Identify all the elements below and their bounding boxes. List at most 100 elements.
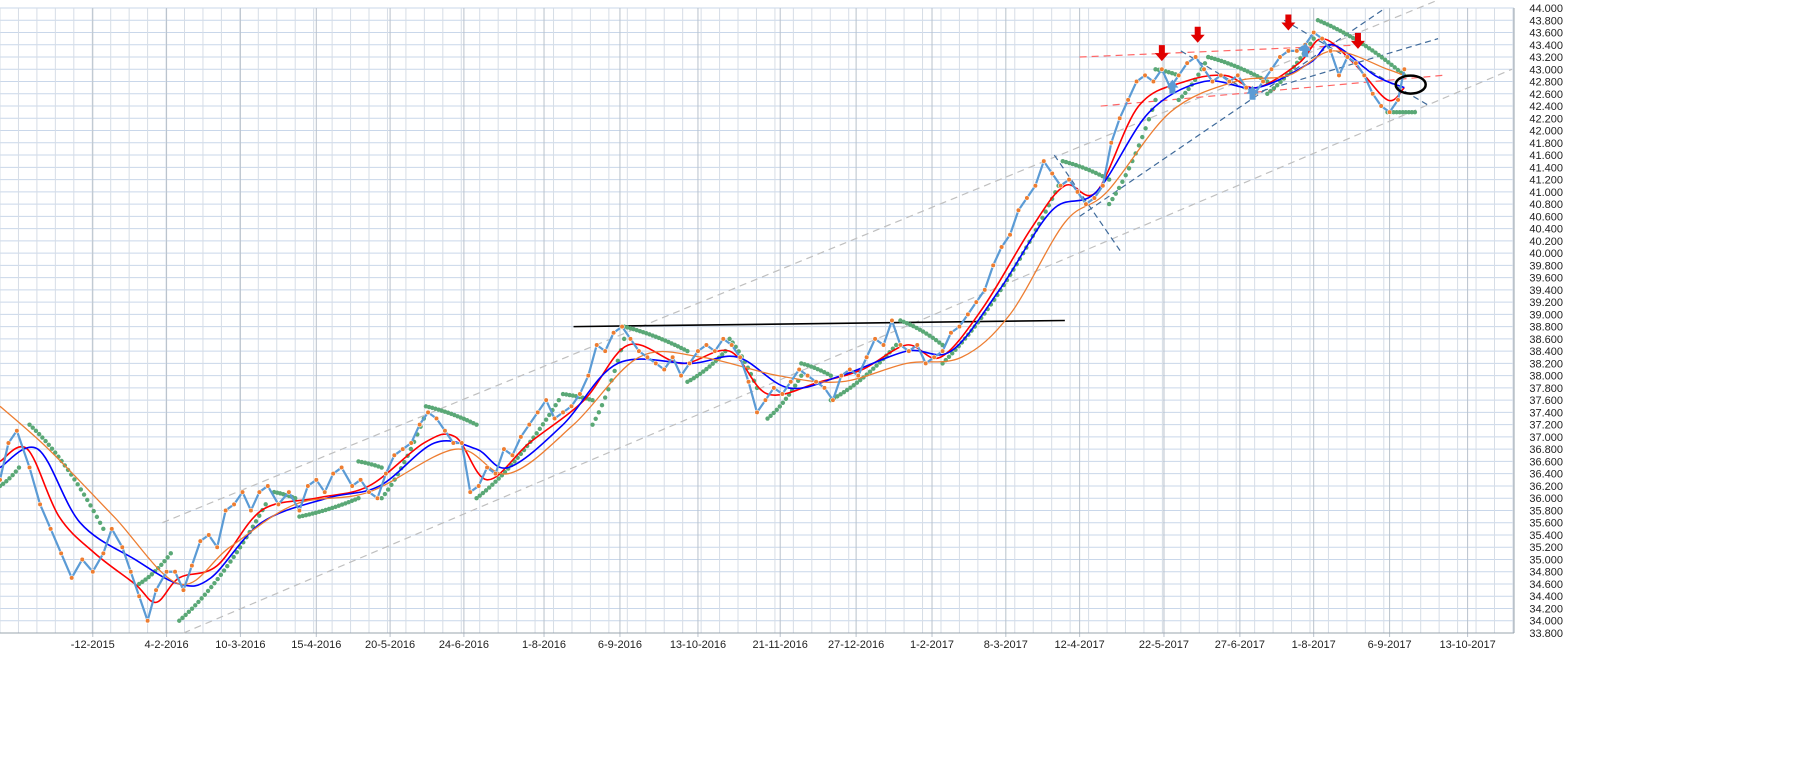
price-point bbox=[484, 464, 490, 471]
price-point bbox=[543, 397, 549, 403]
trendline-channel-upper bbox=[162, 0, 1440, 524]
price-point bbox=[417, 422, 423, 428]
price-point bbox=[1024, 195, 1030, 201]
stop-dot bbox=[140, 579, 145, 585]
price-point bbox=[239, 489, 246, 495]
price-point bbox=[374, 495, 381, 501]
y-tick-label: 35.400 bbox=[1529, 530, 1563, 542]
price-point bbox=[1150, 78, 1157, 85]
price-point bbox=[1353, 60, 1359, 66]
stop-dot bbox=[389, 482, 394, 487]
price-point bbox=[729, 342, 735, 348]
y-tick-label: 41.400 bbox=[1529, 162, 1563, 174]
stop-dot bbox=[1080, 165, 1085, 170]
stop-dot bbox=[1070, 161, 1075, 167]
stop-dot bbox=[36, 431, 42, 437]
highlight-ellipse bbox=[1394, 74, 1427, 95]
x-tick-label: 15-4-2016 bbox=[291, 639, 341, 651]
y-tick-label: 35.600 bbox=[1529, 518, 1563, 530]
stop-dot bbox=[474, 495, 479, 501]
price-point bbox=[275, 501, 281, 507]
series-average-medium bbox=[0, 43, 1405, 587]
price-point bbox=[383, 471, 389, 477]
stop-dot bbox=[1106, 177, 1112, 182]
price-point bbox=[109, 526, 115, 532]
stop-dot bbox=[848, 385, 853, 390]
up-arrow-marker bbox=[1299, 42, 1312, 57]
stop-dot bbox=[1406, 109, 1412, 115]
stop-dot bbox=[615, 358, 621, 364]
stop-dot bbox=[835, 394, 840, 399]
y-tick-label: 39.000 bbox=[1529, 309, 1563, 321]
price-point bbox=[872, 336, 878, 342]
stop-dot bbox=[263, 502, 268, 507]
price-point bbox=[1032, 183, 1038, 189]
price-point bbox=[1336, 72, 1342, 79]
price-point bbox=[265, 483, 271, 489]
price-point bbox=[1192, 54, 1199, 60]
down-arrow-marker bbox=[1350, 32, 1365, 49]
stop-dot bbox=[136, 581, 142, 587]
price-point bbox=[256, 489, 262, 495]
price-point bbox=[880, 342, 887, 348]
stop-dot bbox=[851, 383, 856, 388]
price-point bbox=[248, 507, 254, 514]
stop-dot bbox=[1040, 215, 1045, 221]
y-tick-label: 34.000 bbox=[1529, 616, 1563, 628]
price-point bbox=[1133, 78, 1140, 85]
price-point bbox=[223, 507, 229, 514]
stop-dot bbox=[1379, 55, 1385, 60]
stop-dot bbox=[297, 514, 302, 519]
price-point bbox=[577, 391, 583, 397]
price-point bbox=[1100, 183, 1106, 189]
stop-dot bbox=[143, 577, 148, 582]
stop-dot bbox=[1389, 62, 1394, 67]
x-tick-label: 8-3-2017 bbox=[984, 639, 1028, 651]
stop-dot bbox=[1400, 109, 1405, 115]
price-point bbox=[90, 569, 96, 575]
y-tick-label: 36.400 bbox=[1529, 469, 1563, 481]
stop-dot bbox=[46, 442, 51, 448]
price-point bbox=[1142, 72, 1148, 79]
stop-dot bbox=[30, 425, 35, 430]
stop-dot bbox=[234, 549, 240, 555]
stop-dot bbox=[858, 377, 863, 383]
price-point bbox=[1184, 60, 1190, 66]
price-point bbox=[180, 587, 187, 593]
price-point bbox=[830, 397, 836, 403]
stop-dot bbox=[196, 599, 201, 605]
price-point bbox=[408, 440, 414, 446]
price-point bbox=[990, 262, 996, 268]
price-point bbox=[1294, 48, 1300, 54]
y-tick-label: 34.200 bbox=[1529, 603, 1563, 615]
y-tick-label: 36.200 bbox=[1529, 481, 1563, 493]
stop-dot bbox=[490, 482, 495, 487]
stop-dot bbox=[792, 383, 798, 388]
price-point bbox=[37, 501, 43, 507]
y-tick-label: 37.400 bbox=[1529, 407, 1563, 419]
y-tick-label: 35.000 bbox=[1529, 554, 1563, 566]
price-point bbox=[1091, 195, 1097, 201]
trendline-resistance bbox=[573, 319, 1065, 328]
stop-dot bbox=[1242, 67, 1247, 73]
price-point bbox=[813, 379, 819, 385]
price-point bbox=[712, 348, 718, 354]
y-tick-label: 38.200 bbox=[1529, 358, 1563, 370]
price-point bbox=[1327, 48, 1334, 54]
price-point bbox=[136, 593, 142, 599]
price-point bbox=[1218, 72, 1224, 79]
stop-dot bbox=[818, 368, 824, 373]
price-point bbox=[442, 428, 448, 434]
y-tick-label: 36.600 bbox=[1529, 456, 1563, 468]
price-point bbox=[686, 360, 693, 366]
price-point bbox=[906, 348, 912, 354]
stop-dot bbox=[590, 422, 595, 427]
stop-dot bbox=[362, 460, 368, 465]
price-point bbox=[720, 336, 726, 342]
x-tick-label: 10-3-2016 bbox=[215, 639, 265, 651]
stop-dot bbox=[146, 574, 151, 580]
price-point bbox=[1344, 54, 1351, 60]
stop-dot bbox=[917, 327, 923, 332]
price-point bbox=[864, 354, 870, 360]
stop-dot bbox=[13, 469, 19, 474]
